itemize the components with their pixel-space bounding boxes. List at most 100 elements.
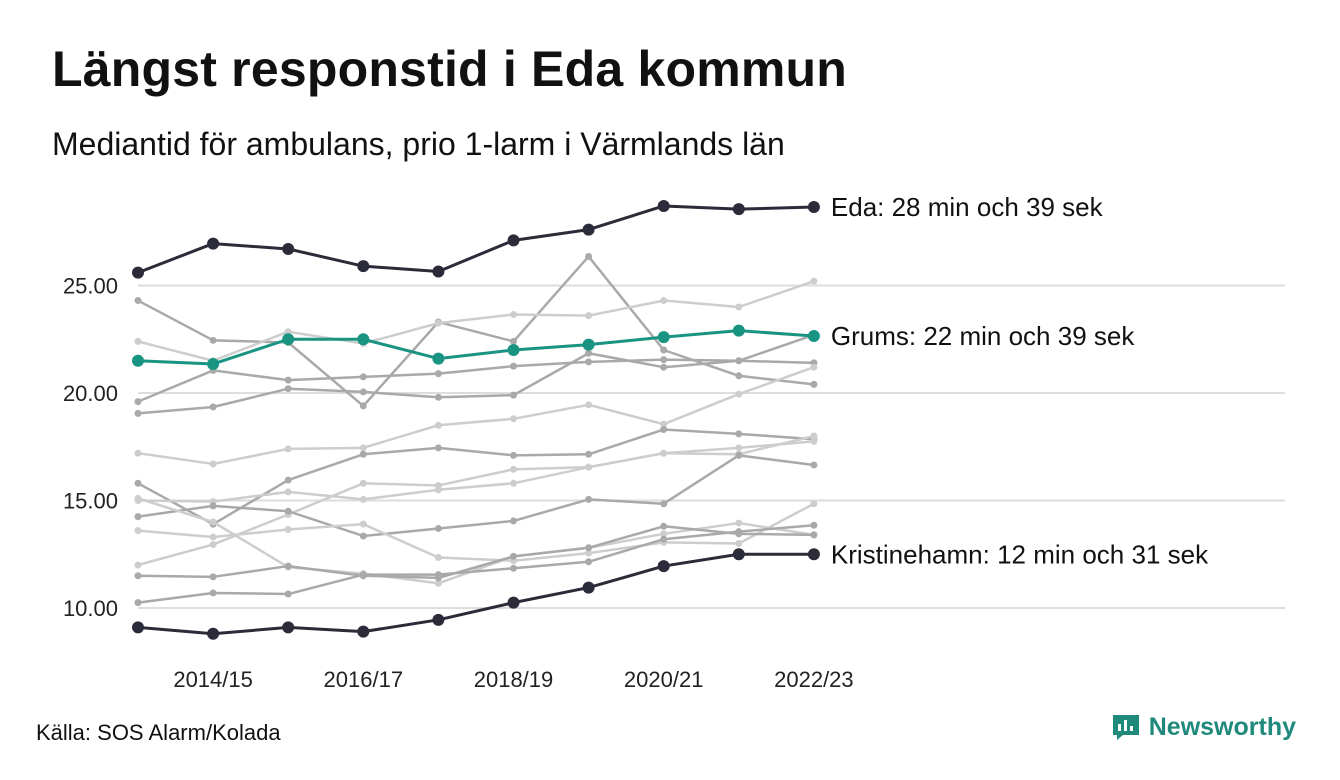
series-grums-point: [732, 324, 745, 337]
series-kristinehamn-point: [507, 596, 520, 609]
background-series-point: [510, 517, 517, 525]
background-series-point: [134, 494, 142, 502]
series-eda-point: [357, 260, 370, 273]
background-series-point: [134, 527, 142, 535]
background-series-point: [209, 460, 217, 468]
series-kristinehamn-point: [732, 548, 745, 561]
y-tick-label: 10.00: [63, 596, 118, 621]
background-series-point: [284, 507, 292, 515]
background-series-point: [660, 500, 668, 508]
background-series-point: [585, 495, 593, 503]
y-tick-label: 25.00: [63, 274, 118, 299]
background-series-point: [209, 336, 217, 344]
series-kristinehamn-point: [432, 613, 445, 626]
background-series-point: [284, 562, 292, 570]
background-series-point: [359, 520, 367, 528]
brand-name: Newsworthy: [1148, 712, 1296, 741]
background-series-point: [810, 363, 818, 371]
series-eda-point: [132, 266, 144, 279]
background-series-point: [810, 500, 818, 508]
x-tick-label: 2022/23: [774, 667, 854, 692]
series-eda-point: [507, 234, 520, 247]
background-series-point: [810, 432, 818, 440]
background-series-point: [735, 372, 743, 380]
chart-subtitle: Mediantid för ambulans, prio 1-larm i Vä…: [52, 126, 785, 162]
x-tick-label: 2020/21: [624, 667, 704, 692]
background-series-line: [137, 502, 815, 562]
y-tick-label: 15.00: [63, 489, 118, 514]
background-series-point: [359, 373, 367, 381]
series-grums-point: [582, 338, 595, 351]
background-series-point: [284, 526, 292, 534]
background-series-point: [585, 463, 593, 471]
x-axis: 2014/15 2016/17 2018/19 2020/21 2022/23: [173, 667, 853, 692]
highlighted-series: [132, 199, 820, 640]
background-series-point: [134, 398, 142, 406]
background-series-line: [137, 333, 815, 415]
background-series-point: [209, 518, 217, 526]
brand-logo: Newsworthy: [1111, 712, 1296, 742]
background-series-point: [660, 297, 668, 305]
background-series-point: [660, 420, 668, 428]
background-series-point: [134, 409, 142, 417]
background-series-point: [134, 513, 142, 521]
series-eda-point: [582, 223, 595, 236]
x-tick-label: 2016/17: [324, 667, 404, 692]
background-series-point: [510, 415, 517, 423]
y-axis: 10.00 15.00 20.00 25.00: [63, 274, 118, 622]
background-series-point: [810, 437, 818, 445]
gridlines: [138, 284, 1285, 609]
background-series-point: [660, 530, 668, 538]
background-series-point: [660, 449, 668, 457]
background-series-point: [209, 541, 217, 549]
series-grums-point: [357, 333, 370, 346]
background-series-point: [134, 297, 142, 305]
background-series-line: [137, 434, 815, 503]
background-series-point: [434, 579, 442, 587]
background-series-point: [209, 533, 217, 541]
background-series-point: [660, 426, 668, 434]
x-tick-label: 2014/15: [173, 667, 253, 692]
background-series-point: [510, 391, 517, 399]
background-series-point: [209, 502, 217, 510]
background-series-point: [434, 524, 442, 532]
background-series-point: [585, 558, 593, 566]
background-series-point: [510, 362, 517, 370]
background-series-line: [137, 280, 815, 362]
background-series-point: [284, 476, 292, 484]
background-series-line: [137, 440, 815, 567]
background-series-point: [585, 358, 593, 366]
background-series-point: [434, 444, 442, 452]
background-series-point: [359, 495, 367, 503]
background-series-point: [735, 430, 743, 438]
background-series-point: [585, 252, 593, 260]
background-series-line: [137, 454, 815, 538]
background-series-point: [134, 479, 142, 487]
background-series-point: [134, 337, 142, 345]
background-series-point: [585, 549, 593, 557]
series-grums-line: [137, 329, 815, 366]
background-series-point: [735, 519, 743, 527]
background-series-point: [735, 540, 743, 547]
background-series-point: [660, 363, 668, 371]
series-kristinehamn-point: [282, 621, 295, 634]
background-series-point: [660, 346, 668, 354]
background-series-point: [810, 521, 818, 529]
background-series-point: [660, 356, 668, 364]
source-note: Källa: SOS Alarm/Kolada: [36, 720, 281, 745]
background-series-point: [134, 561, 142, 569]
series-grums-label: Grums: 22 min och 39 sek: [831, 321, 1135, 351]
background-series-point: [810, 277, 818, 285]
chart-title: Längst responstid i Eda kommun: [52, 41, 847, 97]
series-kristinehamn-point: [657, 560, 670, 573]
background-series-point: [284, 376, 292, 384]
background-series-point: [810, 380, 818, 388]
background-series-point: [134, 572, 142, 580]
background-series-point: [585, 401, 593, 409]
x-tick-label: 2018/19: [474, 667, 554, 692]
series-kristinehamn-point: [807, 548, 820, 561]
background-series-point: [284, 445, 292, 453]
series-labels: Eda: 28 min och 39 sek Grums: 22 min och …: [831, 192, 1209, 569]
series-eda-point: [432, 265, 445, 278]
